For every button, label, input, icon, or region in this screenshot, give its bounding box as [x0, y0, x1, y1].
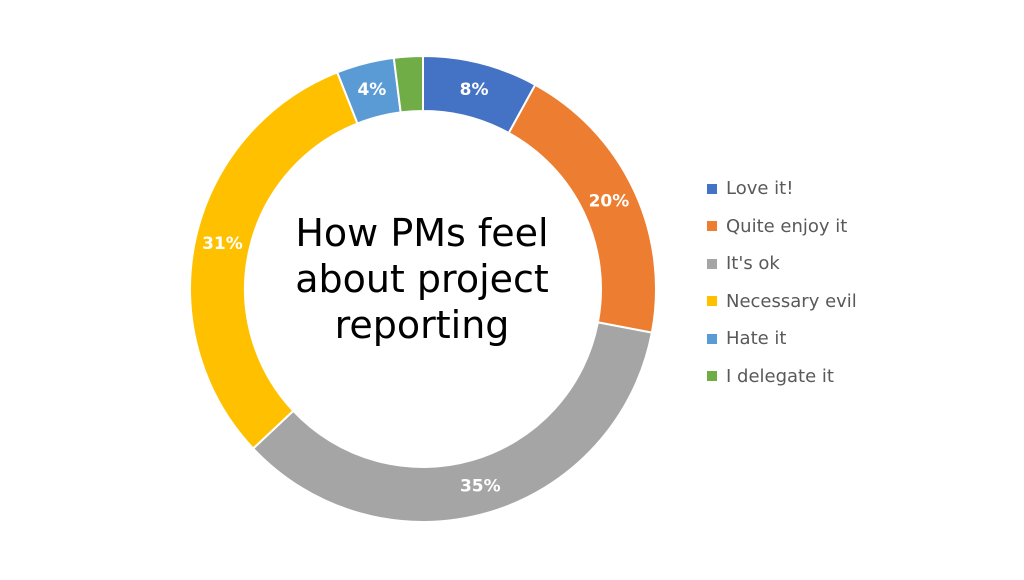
chart-title-line-3: reporting	[334, 303, 510, 347]
legend-swatch	[707, 258, 717, 269]
legend-item: Quite enjoy it	[707, 208, 1007, 246]
legend-swatch	[707, 221, 717, 232]
chart-title-line-1: How PMs feel	[295, 211, 549, 255]
legend-label: Quite enjoy it	[726, 215, 848, 237]
legend-item: Love it!	[707, 170, 1007, 208]
legend-swatch	[707, 296, 717, 307]
legend-item: It's ok	[707, 245, 1007, 283]
legend-swatch	[707, 333, 717, 344]
legend-label: It's ok	[726, 253, 780, 275]
slice-label-4: 4%	[357, 80, 386, 100]
legend-label: I delegate it	[726, 365, 834, 387]
legend-item: Hate it	[707, 320, 1007, 358]
legend-label: Necessary evil	[726, 290, 857, 312]
chart-title-line-2: about project	[295, 257, 549, 301]
legend-label: Love it!	[726, 178, 794, 200]
slice-2	[251, 321, 654, 523]
legend-swatch	[707, 183, 717, 194]
slice-label-0: 8%	[460, 80, 489, 100]
chart-legend: Love it! Quite enjoy it It's ok Necessary e…	[707, 170, 1007, 395]
legend-swatch	[707, 371, 717, 382]
slice-label-1: 20%	[589, 192, 630, 212]
chart-title: How PMs feel about project reporting	[244, 210, 600, 348]
legend-item: Necessary evil	[707, 283, 1007, 321]
slice-label-3: 31%	[202, 234, 243, 254]
legend-item: I delegate it	[707, 358, 1007, 396]
slice-5	[392, 54, 424, 114]
legend-label: Hate it	[726, 328, 787, 350]
slice-label-2: 35%	[460, 476, 501, 496]
